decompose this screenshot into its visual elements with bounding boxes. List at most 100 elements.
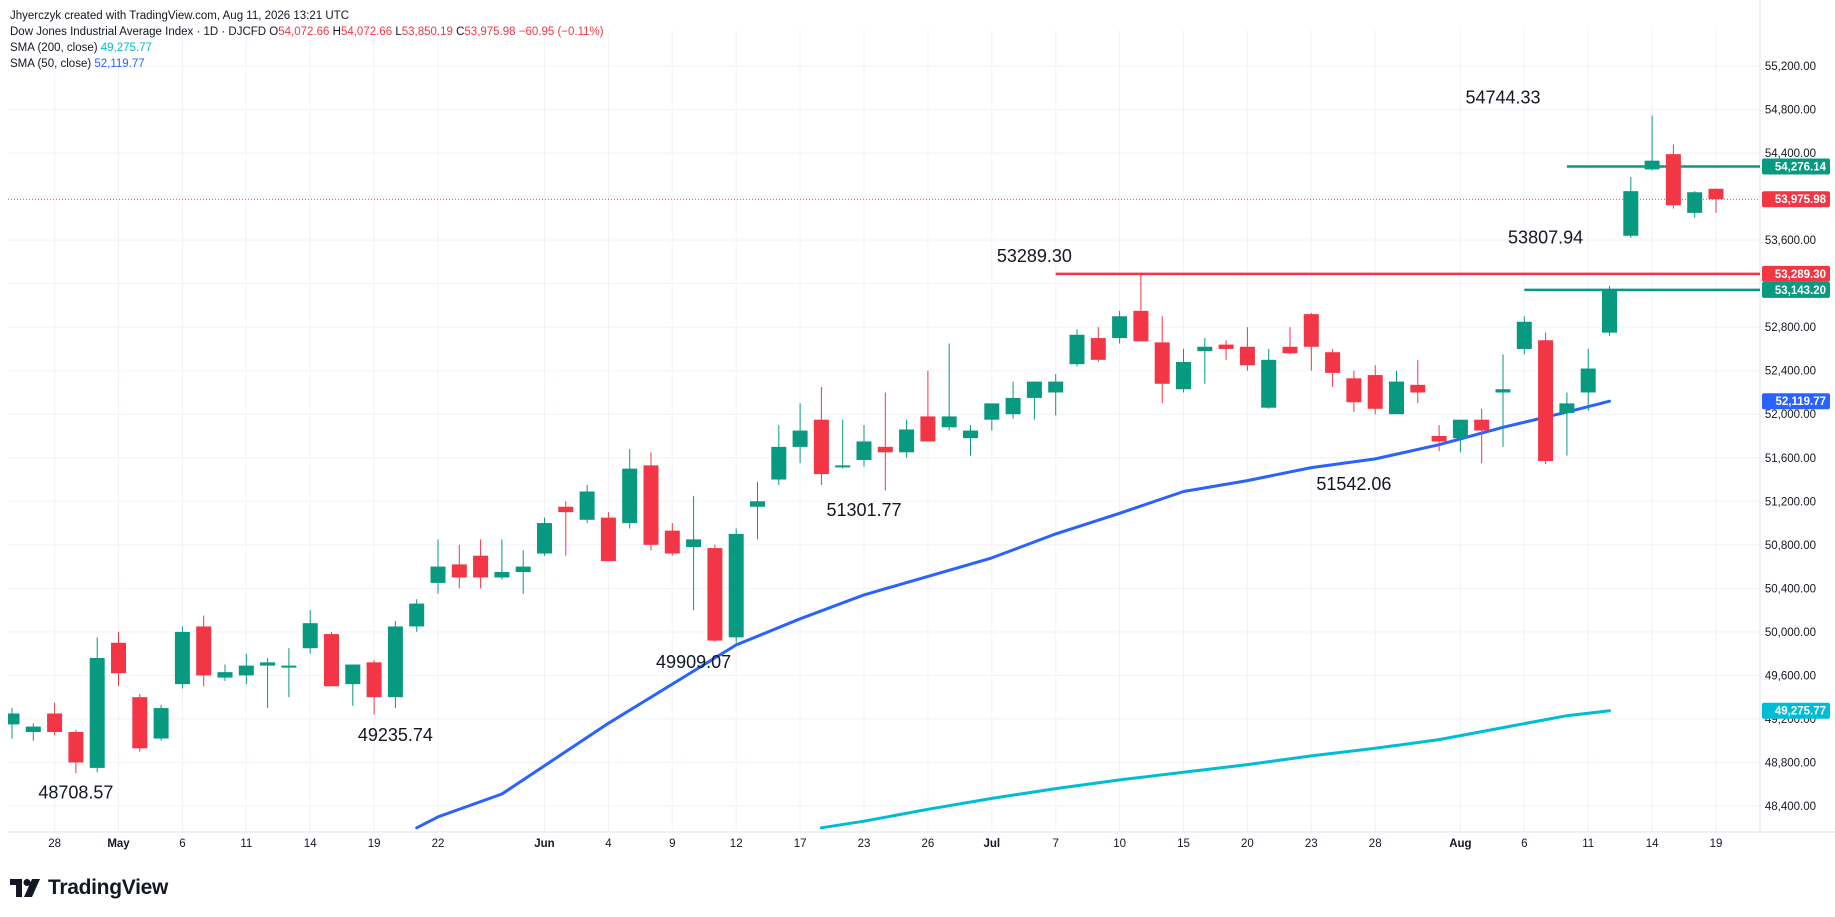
symbol-name: Dow Jones Industrial Average Index · 1D … — [10, 26, 267, 38]
candle-body — [302, 623, 318, 649]
candle-body — [1154, 342, 1170, 384]
ohlc-low-label: L — [395, 26, 402, 38]
x-tick-label: 22 — [432, 838, 445, 850]
candle-body — [1389, 381, 1404, 415]
price-axis[interactable]: 48,400.0048,800.0049,200.0049,600.0050,0… — [1762, 61, 1830, 813]
candle-body — [111, 642, 126, 674]
sma200-legend[interactable]: SMA (200, close) 49,275.77 — [10, 40, 604, 56]
candle-body — [558, 506, 574, 513]
tradingview-logo[interactable]: TradingView — [10, 876, 168, 900]
sma200-path — [819, 709, 1611, 830]
x-tick-label: 23 — [1305, 838, 1318, 850]
candle-body — [238, 665, 254, 676]
symbol-legend[interactable]: Dow Jones Industrial Average Index · 1D … — [10, 24, 604, 40]
sma50-value: 52,119.77 — [94, 58, 145, 70]
candle-body — [132, 697, 148, 749]
candle-body — [1303, 314, 1319, 347]
candle — [8, 708, 20, 739]
candle-body — [835, 465, 851, 468]
candle-body — [260, 662, 276, 666]
y-tick-label: 55,200.00 — [1765, 61, 1816, 73]
ohlc-high-label: H — [332, 26, 341, 38]
candle-body — [877, 446, 893, 453]
y-tick-label: 49,600.00 — [1765, 670, 1816, 682]
plot-background — [8, 30, 1760, 832]
candle-body — [47, 713, 63, 732]
price-annotation: 49235.74 — [358, 725, 433, 745]
x-tick-label: 20 — [1241, 838, 1254, 850]
price-axis-tag: 52,119.77 — [1762, 393, 1830, 410]
candle — [1474, 408, 1490, 464]
sma200-label: SMA (200, close) — [10, 42, 98, 54]
candle-body — [430, 566, 446, 583]
price-tag-label: 49,275.77 — [1775, 706, 1826, 718]
candle — [409, 599, 425, 632]
candle — [1261, 348, 1277, 409]
candle-body — [1623, 191, 1639, 236]
candle-body — [1559, 403, 1575, 414]
candle-body — [963, 430, 978, 439]
candle-body — [1452, 419, 1468, 439]
candle-body — [1538, 340, 1554, 462]
y-tick-label: 52,800.00 — [1765, 322, 1816, 334]
x-tick-label: 11 — [240, 838, 252, 850]
candle — [1602, 285, 1617, 336]
sma50-legend[interactable]: SMA (50, close) 52,119.77 — [10, 56, 604, 72]
candle — [324, 631, 339, 687]
ohlc-open: 54,072.66 — [278, 26, 330, 38]
price-annotations: 54744.33 53807.94 53289.30 51301.77 51542.06… — [38, 88, 1583, 803]
price-annotation: 53807.94 — [1508, 227, 1583, 247]
candle — [68, 729, 84, 774]
candle-body — [1239, 346, 1255, 366]
tradingview-logo-text: TradingView — [48, 876, 169, 899]
time-axis[interactable]: 28 May 6 11 14 19 22 Jun 4 9 12 17 23 26 Jul 7 10 15 20 23 2… — [48, 838, 1722, 850]
candle — [1048, 373, 1064, 416]
candle-body — [1708, 188, 1724, 200]
candle — [1325, 348, 1341, 388]
candle — [813, 387, 829, 485]
candle-body — [622, 468, 638, 524]
candle-body — [1474, 419, 1490, 431]
sma200-line — [819, 709, 1611, 830]
attribution-text: Jhyerczyk created with TradingView.com, … — [10, 10, 350, 22]
candle — [1538, 332, 1554, 465]
candle-body — [1367, 375, 1383, 409]
price-axis-tag: 53,289.30 — [1762, 265, 1830, 282]
chart-header: Jhyerczyk created with TradingView.com, … — [10, 8, 604, 72]
candle-body — [25, 726, 41, 732]
candle-body — [771, 446, 787, 480]
candle-body — [750, 501, 765, 507]
candle-body — [686, 539, 702, 547]
candle — [494, 539, 510, 580]
candle-body — [1090, 338, 1106, 360]
x-tick-label: 17 — [794, 838, 807, 850]
x-tick-label: 19 — [368, 838, 381, 850]
candle — [1644, 115, 1660, 171]
y-tick-label: 54,400.00 — [1765, 148, 1816, 160]
candle-body — [494, 572, 510, 578]
candle-body — [409, 603, 425, 627]
candle-body — [728, 533, 744, 638]
candle-body — [1197, 346, 1213, 352]
candle — [89, 637, 105, 773]
candle — [1389, 370, 1404, 415]
y-tick-label: 48,400.00 — [1765, 801, 1816, 813]
candle-body — [1665, 154, 1681, 206]
candle — [1303, 313, 1319, 371]
price-tag-label: 53,975.98 — [1775, 194, 1827, 206]
candle — [1197, 338, 1213, 384]
candle-body — [1346, 378, 1362, 403]
candle — [600, 512, 616, 562]
price-annotation: 51542.06 — [1316, 474, 1391, 494]
x-tick-label: 6 — [1521, 838, 1527, 850]
candle — [643, 452, 659, 551]
y-tick-label: 48,800.00 — [1765, 757, 1816, 769]
candle — [1112, 310, 1128, 344]
ohlc-close-label: C — [456, 26, 465, 38]
candle-body — [1048, 381, 1064, 393]
sma50-label: SMA (50, close) — [10, 58, 92, 70]
price-tag-box — [1762, 281, 1830, 298]
candlesticks — [8, 115, 1724, 774]
candle — [451, 544, 467, 589]
